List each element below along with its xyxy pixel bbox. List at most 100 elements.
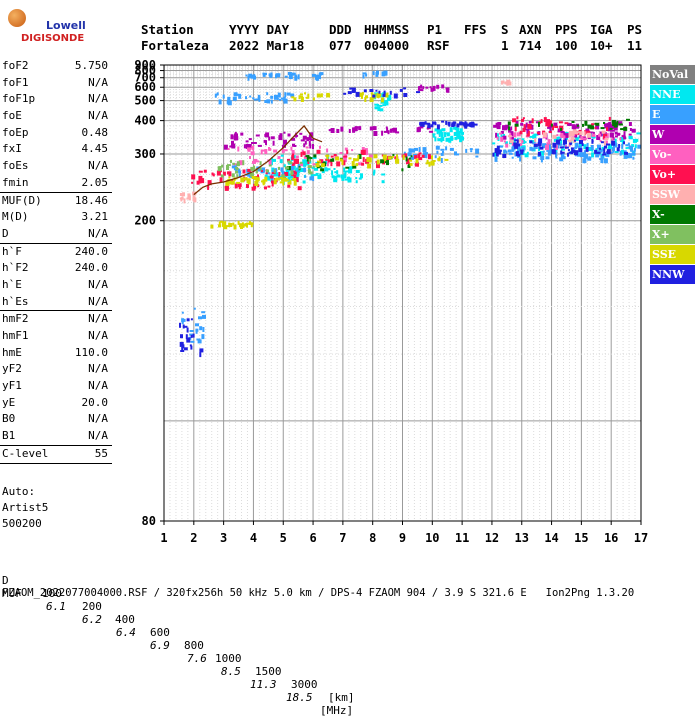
echo-point (395, 131, 400, 134)
echo-point (508, 81, 512, 86)
echo-point (198, 170, 203, 173)
echo-point (618, 123, 623, 126)
footer-d-value: 200 (82, 600, 102, 613)
echo-point (407, 165, 411, 168)
echo-point (470, 122, 475, 128)
echo-point (521, 118, 524, 122)
echo-point (444, 158, 449, 161)
echo-point (504, 149, 507, 153)
param-row: fmin 2.05 (0, 175, 112, 192)
echo-point (239, 223, 243, 228)
echo-point (381, 173, 386, 176)
echo-point (517, 153, 521, 157)
echo-point (268, 147, 270, 150)
echo-point (568, 132, 571, 138)
echo-point (289, 179, 292, 182)
echo-point (618, 144, 621, 148)
echo-point (585, 146, 589, 152)
echo-point (572, 129, 577, 135)
echo-point (242, 160, 245, 166)
echo-point (475, 155, 479, 158)
y-tick-label: 80 (142, 514, 156, 528)
echo-point (265, 132, 270, 138)
y-tick-label: 800 (134, 64, 156, 78)
echo-point (293, 174, 297, 179)
echo-point (554, 136, 559, 140)
echo-point (369, 126, 373, 131)
echo-point (252, 97, 255, 100)
echo-point (355, 180, 358, 184)
echo-point (579, 131, 583, 136)
echo-point (232, 222, 235, 226)
echo-point (628, 122, 632, 126)
echo-point (267, 100, 270, 104)
echo-point (279, 176, 283, 179)
echo-point (451, 124, 455, 127)
echo-point (405, 156, 408, 162)
echo-point (559, 138, 562, 141)
param-row: yE 20.0 (0, 395, 112, 412)
echo-point (312, 163, 317, 166)
echo-point (545, 145, 549, 151)
echo-point (333, 168, 336, 170)
echo-point (503, 140, 506, 143)
echo-point (547, 124, 550, 127)
echo-point (425, 152, 428, 155)
echo-point (335, 156, 340, 161)
echo-point (236, 136, 239, 141)
parameter-panel: foF2 5.750 foF1 N/A foF1p N/A foE N/A foEp 0.… (0, 58, 112, 464)
echo-point (348, 129, 351, 133)
echo-point (434, 136, 437, 142)
echo-point (181, 346, 184, 351)
echo-point (501, 80, 503, 85)
echo-point (598, 133, 602, 137)
echo-point (581, 143, 584, 147)
echo-point (588, 147, 593, 151)
echo-point (255, 134, 260, 137)
echo-point (245, 143, 249, 149)
echo-point (633, 147, 636, 152)
echo-point (234, 183, 238, 189)
param-row: h`F 240.0 (0, 244, 112, 261)
echo-point (290, 146, 293, 151)
echo-point (424, 154, 427, 158)
echo-point (552, 149, 556, 155)
echo-point (207, 184, 210, 190)
echo-point (583, 150, 586, 154)
echo-point (517, 148, 522, 153)
echo-point (199, 326, 203, 331)
echo-point (449, 147, 454, 151)
echo-point (355, 170, 360, 173)
echo-point (517, 143, 521, 147)
echo-point (238, 93, 242, 99)
echo-point (339, 152, 343, 154)
echo-point (271, 167, 275, 173)
echo-point (381, 180, 385, 184)
echo-point (396, 154, 398, 160)
echo-point (503, 125, 508, 131)
echo-point (245, 140, 249, 143)
echo-point (436, 124, 440, 130)
echo-point (250, 166, 254, 171)
echo-point (385, 160, 389, 164)
header-doy-value: 077 (329, 38, 352, 53)
echo-point (567, 123, 572, 126)
echo-point (426, 122, 431, 125)
echo-point (221, 164, 224, 168)
echo-point (441, 120, 445, 123)
echo-point (297, 74, 300, 80)
echo-point (267, 175, 271, 181)
echo-point (381, 130, 384, 136)
echo-point (578, 129, 582, 132)
param-row: h`Es N/A (0, 294, 112, 311)
echo-point (441, 132, 443, 138)
echo-point (436, 84, 440, 89)
echo-point (256, 98, 261, 101)
echo-point (540, 158, 543, 163)
y-tick-label: 300 (134, 147, 156, 161)
trace-line (193, 124, 323, 196)
echo-point (453, 132, 458, 136)
echo-point (231, 173, 235, 178)
echo-point (297, 186, 302, 191)
echo-point (342, 157, 347, 163)
